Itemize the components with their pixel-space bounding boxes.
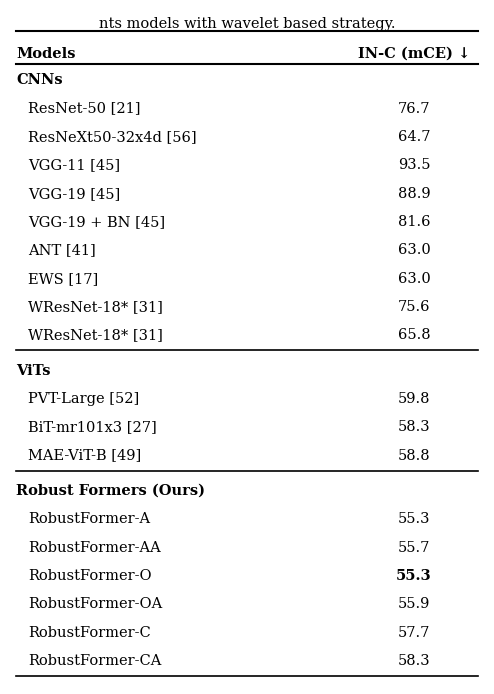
Text: 88.9: 88.9 <box>398 187 430 201</box>
Text: 58.3: 58.3 <box>398 654 430 668</box>
Text: BiT-mr101x3 [27]: BiT-mr101x3 [27] <box>29 421 157 434</box>
Text: VGG-19 + BN [45]: VGG-19 + BN [45] <box>29 215 165 229</box>
Text: 55.9: 55.9 <box>398 598 430 611</box>
Text: 93.5: 93.5 <box>398 158 430 172</box>
Text: 55.7: 55.7 <box>398 541 430 555</box>
Text: IN-C (mCE) ↓: IN-C (mCE) ↓ <box>358 47 470 61</box>
Text: 58.3: 58.3 <box>398 421 430 434</box>
Text: 63.0: 63.0 <box>398 244 430 257</box>
Text: 57.7: 57.7 <box>398 625 430 640</box>
Text: 64.7: 64.7 <box>398 130 430 144</box>
Text: MAE-ViT-B [49]: MAE-ViT-B [49] <box>29 448 142 463</box>
Text: WResNet-18* [31]: WResNet-18* [31] <box>29 328 164 342</box>
Text: ResNeXt50-32x4d [56]: ResNeXt50-32x4d [56] <box>29 130 197 144</box>
Text: PVT-Large [52]: PVT-Large [52] <box>29 392 140 406</box>
Text: ViTs: ViTs <box>16 364 50 378</box>
Text: 58.8: 58.8 <box>398 448 430 463</box>
Text: WResNet-18* [31]: WResNet-18* [31] <box>29 300 164 314</box>
Text: 63.0: 63.0 <box>398 271 430 286</box>
Text: nts models with wavelet based strategy.: nts models with wavelet based strategy. <box>99 17 395 31</box>
Text: RobustFormer-OA: RobustFormer-OA <box>29 598 163 611</box>
Text: RobustFormer-A: RobustFormer-A <box>29 512 151 526</box>
Text: RobustFormer-O: RobustFormer-O <box>29 569 152 583</box>
Text: 55.3: 55.3 <box>398 512 430 526</box>
Text: 59.8: 59.8 <box>398 392 430 406</box>
Text: VGG-19 [45]: VGG-19 [45] <box>29 187 121 201</box>
Text: 65.8: 65.8 <box>398 328 430 342</box>
Text: VGG-11 [45]: VGG-11 [45] <box>29 158 121 172</box>
Text: EWS [17]: EWS [17] <box>29 271 99 286</box>
Text: 55.3: 55.3 <box>396 569 432 583</box>
Text: Models: Models <box>16 47 76 61</box>
Text: RobustFormer-AA: RobustFormer-AA <box>29 541 161 555</box>
Text: ResNet-50 [21]: ResNet-50 [21] <box>29 101 141 116</box>
Text: CNNs: CNNs <box>16 74 63 87</box>
Text: 75.6: 75.6 <box>398 300 430 314</box>
Text: Robust Formers (Ours): Robust Formers (Ours) <box>16 484 205 498</box>
Text: 76.7: 76.7 <box>398 101 430 116</box>
Text: 81.6: 81.6 <box>398 215 430 229</box>
Text: ANT [41]: ANT [41] <box>29 244 96 257</box>
Text: RobustFormer-C: RobustFormer-C <box>29 625 151 640</box>
Text: RobustFormer-CA: RobustFormer-CA <box>29 654 162 668</box>
